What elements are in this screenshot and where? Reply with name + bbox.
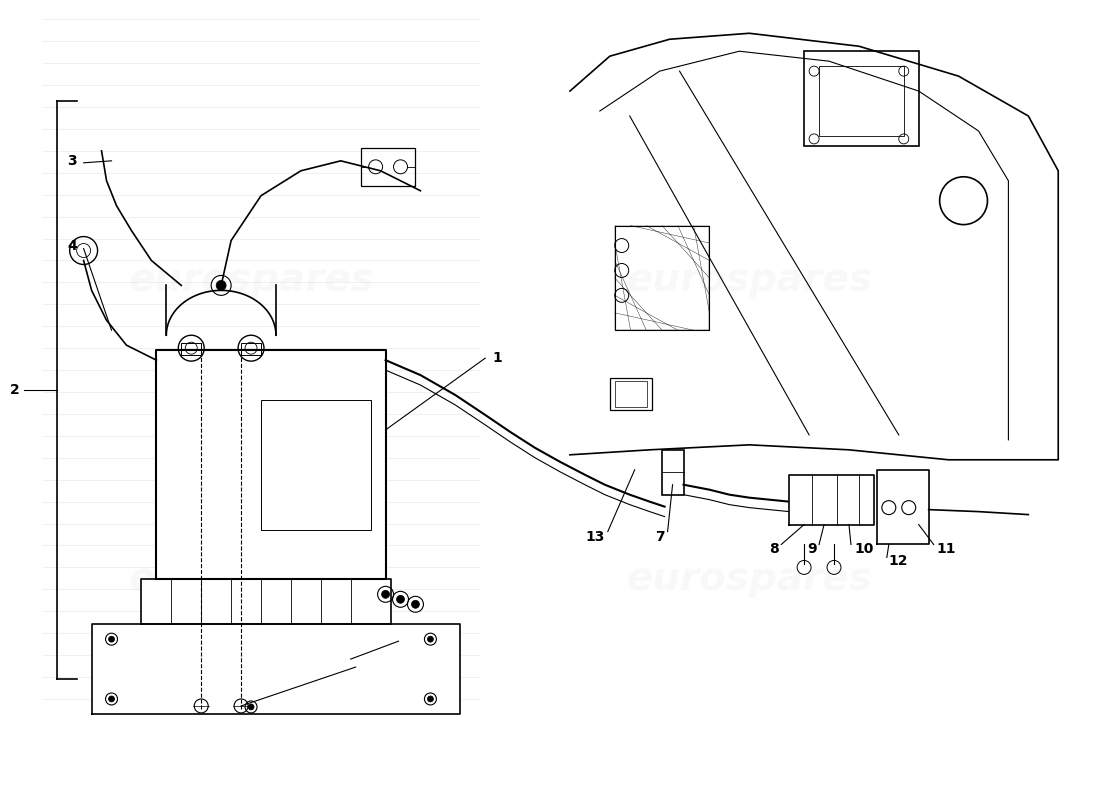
- Bar: [182, 343, 201, 355]
- Bar: [661, 450, 683, 494]
- Text: 7: 7: [654, 530, 664, 543]
- Text: eurospares: eurospares: [129, 560, 374, 598]
- Polygon shape: [156, 350, 386, 579]
- Text: 10: 10: [854, 542, 873, 557]
- Bar: [261, 400, 371, 530]
- Text: 2: 2: [10, 383, 20, 397]
- Polygon shape: [91, 624, 460, 714]
- Circle shape: [396, 595, 405, 603]
- Text: 11: 11: [937, 542, 956, 557]
- Text: eurospares: eurospares: [626, 262, 872, 299]
- Circle shape: [382, 590, 389, 598]
- Text: 3: 3: [67, 154, 77, 168]
- Bar: [361, 148, 416, 186]
- Polygon shape: [877, 470, 928, 545]
- Circle shape: [109, 636, 114, 642]
- Circle shape: [249, 704, 254, 710]
- Circle shape: [109, 696, 114, 702]
- Bar: [609, 378, 651, 410]
- Bar: [820, 66, 904, 136]
- Text: 1: 1: [492, 351, 502, 365]
- Circle shape: [217, 281, 227, 290]
- Polygon shape: [142, 579, 390, 624]
- Text: 13: 13: [585, 530, 605, 543]
- Text: 6: 6: [406, 634, 415, 648]
- Circle shape: [428, 696, 433, 702]
- Text: 9: 9: [807, 542, 817, 557]
- Polygon shape: [789, 474, 873, 525]
- Text: eurospares: eurospares: [129, 262, 374, 299]
- Bar: [241, 343, 261, 355]
- Text: 4: 4: [67, 238, 77, 253]
- Circle shape: [411, 600, 419, 608]
- Text: 5: 5: [363, 660, 373, 674]
- Text: eurospares: eurospares: [626, 560, 872, 598]
- Text: 8: 8: [770, 542, 779, 557]
- Bar: [804, 51, 918, 146]
- Bar: [615, 381, 647, 407]
- Text: 12: 12: [889, 554, 909, 569]
- Circle shape: [428, 636, 433, 642]
